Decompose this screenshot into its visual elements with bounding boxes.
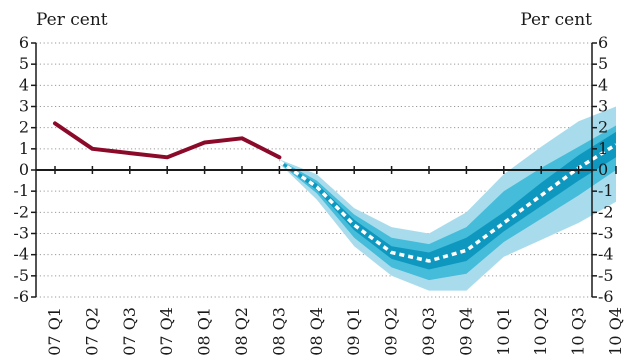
x-tick-label: 10 Q3 bbox=[569, 307, 588, 356]
x-tick-label: 07 Q1 bbox=[45, 307, 64, 356]
y-tick-label-left: -6 bbox=[13, 287, 29, 306]
y-tick-label-right: -2 bbox=[598, 202, 614, 221]
y-tick-label-right: 3 bbox=[598, 97, 608, 116]
y-tick-label-left: -3 bbox=[13, 224, 29, 243]
y-tick-label-right: 0 bbox=[598, 160, 608, 179]
x-tick-label: 08 Q1 bbox=[195, 307, 214, 356]
band-inner bbox=[279, 131, 616, 270]
x-tick-label: 10 Q4 bbox=[606, 307, 625, 356]
y-tick-label-left: -5 bbox=[13, 266, 29, 285]
y-tick-label-left: 3 bbox=[19, 97, 29, 116]
y-axis-label-left: Per cent bbox=[36, 10, 108, 30]
y-tick-label-left: -4 bbox=[13, 245, 29, 264]
axes bbox=[35, 43, 593, 297]
x-tick-label: 07 Q2 bbox=[82, 307, 101, 356]
x-tick-label: 07 Q3 bbox=[120, 307, 139, 356]
y-tick-label-left: 5 bbox=[19, 54, 29, 73]
x-tick-label: 09 Q3 bbox=[419, 307, 438, 356]
x-tick-label: 09 Q4 bbox=[456, 307, 475, 356]
y-tick-label-left: -1 bbox=[13, 181, 29, 200]
y-tick-label-left: 2 bbox=[19, 118, 29, 137]
band-middle bbox=[279, 125, 616, 281]
x-tick-label: 09 Q1 bbox=[344, 307, 363, 356]
x-tick-label: 08 Q4 bbox=[307, 307, 326, 356]
y-ticks: 6 6 5 5 4 4 3 3 2 2 1 1 0 0 -1 -1 -2 -2 -3 -3 -4 -4 -5 -5 -6 -6 bbox=[13, 33, 613, 306]
y-tick-label-left: -2 bbox=[13, 202, 29, 221]
x-tick-label: 10 Q1 bbox=[494, 307, 513, 356]
data-lines bbox=[53, 121, 617, 263]
y-axis-label-right: Per cent bbox=[520, 10, 592, 30]
outturn-line bbox=[53, 121, 282, 160]
y-tick-label-right: -1 bbox=[598, 181, 614, 200]
y-tick-label-right: -4 bbox=[598, 245, 614, 264]
y-tick-label-right: 5 bbox=[598, 54, 608, 73]
y-tick-label-right: -3 bbox=[598, 224, 614, 243]
y-tick-label-right: 2 bbox=[598, 118, 608, 137]
y-tick-label-right: 4 bbox=[598, 75, 608, 94]
projection-fan bbox=[279, 106, 616, 291]
y-tick-label-left: 4 bbox=[19, 75, 29, 94]
x-tick-label: 08 Q2 bbox=[232, 307, 251, 356]
x-tick-label: 09 Q2 bbox=[382, 307, 401, 356]
x-ticks: 07 Q1 07 Q2 07 Q3 07 Q4 08 Q1 08 Q2 08 Q3 08 Q4… bbox=[45, 166, 625, 356]
y-tick-label-right: 6 bbox=[598, 33, 608, 52]
y-tick-label-right: -5 bbox=[598, 266, 614, 285]
x-tick-label: 07 Q4 bbox=[157, 307, 176, 356]
y-tick-label-right: -6 bbox=[598, 287, 614, 306]
central-projection-line bbox=[278, 143, 617, 263]
y-tick-label-left: 6 bbox=[19, 33, 29, 52]
y-tick-label-right: 1 bbox=[598, 139, 608, 158]
y-tick-label-left: 1 bbox=[19, 139, 29, 158]
x-tick-label: 08 Q3 bbox=[269, 307, 288, 356]
x-tick-label: 10 Q2 bbox=[531, 307, 550, 356]
y-tick-label-left: 0 bbox=[19, 160, 29, 179]
